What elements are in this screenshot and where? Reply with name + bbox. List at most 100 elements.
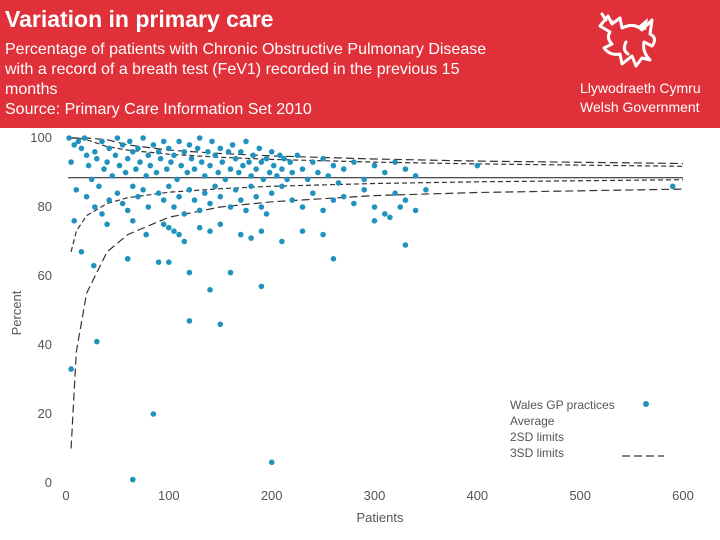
data-point bbox=[212, 152, 218, 159]
x-axis-ticks: 0 100 200 300 400 500 600 bbox=[62, 488, 693, 503]
data-point bbox=[78, 249, 85, 255]
data-point bbox=[310, 159, 316, 165]
data-point bbox=[340, 166, 347, 172]
header-banner: Variation in primary care Percentage of … bbox=[0, 0, 720, 128]
data-point bbox=[371, 162, 378, 169]
data-point bbox=[215, 169, 221, 176]
data-point bbox=[253, 166, 259, 172]
data-point bbox=[253, 193, 259, 200]
data-point bbox=[124, 207, 131, 214]
data-point bbox=[248, 235, 254, 241]
data-point bbox=[198, 159, 205, 165]
data-point bbox=[191, 197, 198, 203]
data-point bbox=[371, 218, 378, 224]
data-point bbox=[258, 159, 265, 165]
slide-title: Variation in primary care bbox=[5, 6, 274, 32]
data-point bbox=[171, 152, 177, 159]
data-point bbox=[85, 162, 92, 169]
data-point bbox=[248, 173, 254, 179]
data-point bbox=[219, 159, 226, 165]
data-point bbox=[106, 145, 112, 152]
data-point bbox=[340, 193, 347, 200]
legend-label-2sd: 2SD limits bbox=[510, 430, 564, 444]
data-point bbox=[361, 176, 368, 183]
data-point bbox=[205, 149, 211, 155]
data-point bbox=[330, 162, 337, 169]
data-point bbox=[133, 166, 139, 172]
source-line: Source: Primary Care Information Set 201… bbox=[5, 101, 312, 118]
data-point bbox=[361, 187, 368, 193]
data-point bbox=[474, 162, 481, 169]
welsh-government-logo: Llywodraeth Cymru Welsh Government bbox=[580, 8, 715, 123]
limit-2sd-lower bbox=[70, 179, 684, 252]
data-point bbox=[258, 228, 265, 234]
data-point bbox=[94, 155, 100, 162]
data-point bbox=[304, 176, 311, 183]
x-axis-title: Patients bbox=[357, 510, 404, 525]
data-point bbox=[191, 166, 198, 172]
data-point bbox=[186, 187, 193, 193]
legend-label-practices: Wales GP practices bbox=[510, 398, 615, 412]
data-point bbox=[238, 149, 244, 155]
slide-subtitle: Percentage of patients with Chronic Obst… bbox=[5, 40, 565, 120]
data-point bbox=[114, 190, 121, 196]
data-point bbox=[266, 169, 273, 176]
data-point bbox=[246, 159, 252, 165]
legend: Wales GP practices Average 2SD limits 3S… bbox=[510, 398, 664, 460]
data-point bbox=[243, 138, 249, 145]
data-point bbox=[94, 338, 100, 345]
data-point bbox=[238, 231, 244, 238]
scatter-chart: 0 100 200 300 400 500 600 0 20 40 60 80 100 Patient… bbox=[9, 130, 694, 525]
data-point bbox=[202, 190, 208, 196]
y-tick-label: 100 bbox=[30, 130, 52, 145]
data-point bbox=[330, 256, 337, 262]
data-point bbox=[387, 214, 393, 221]
data-point bbox=[140, 135, 146, 141]
data-point bbox=[178, 162, 184, 169]
data-point bbox=[130, 218, 136, 224]
data-point bbox=[281, 155, 287, 162]
data-point bbox=[130, 149, 136, 155]
data-point bbox=[66, 135, 72, 141]
data-point bbox=[135, 193, 141, 200]
data-point bbox=[227, 204, 234, 210]
data-point bbox=[127, 138, 133, 145]
data-point bbox=[181, 149, 188, 155]
data-point bbox=[310, 190, 316, 196]
data-point bbox=[184, 169, 191, 176]
data-point bbox=[166, 224, 172, 231]
x-tick-label: 100 bbox=[158, 488, 180, 503]
data-point bbox=[143, 231, 149, 238]
data-point bbox=[268, 149, 275, 155]
data-point bbox=[160, 197, 167, 203]
data-point bbox=[83, 193, 90, 200]
data-point bbox=[112, 152, 119, 159]
data-point bbox=[96, 183, 102, 190]
data-point bbox=[106, 197, 112, 203]
data-point bbox=[284, 176, 290, 183]
data-point bbox=[240, 162, 246, 169]
data-point bbox=[75, 138, 82, 145]
data-point bbox=[229, 142, 236, 148]
data-point bbox=[243, 207, 249, 214]
data-point bbox=[217, 193, 224, 200]
data-point bbox=[101, 166, 107, 172]
data-point bbox=[232, 155, 239, 162]
data-point bbox=[92, 149, 98, 155]
data-point bbox=[124, 155, 131, 162]
data-point bbox=[207, 162, 213, 169]
data-point bbox=[315, 169, 321, 176]
data-point bbox=[99, 211, 105, 217]
data-point bbox=[256, 145, 263, 152]
y-tick-label: 80 bbox=[38, 199, 52, 214]
data-point bbox=[181, 211, 188, 217]
data-point bbox=[294, 152, 301, 159]
data-point bbox=[279, 238, 285, 245]
data-point bbox=[153, 169, 160, 176]
data-point bbox=[248, 183, 254, 190]
y-tick-label: 0 bbox=[45, 475, 52, 490]
data-point bbox=[130, 476, 136, 483]
data-point bbox=[402, 242, 409, 248]
x-tick-label: 500 bbox=[569, 488, 591, 503]
data-point bbox=[371, 204, 378, 210]
